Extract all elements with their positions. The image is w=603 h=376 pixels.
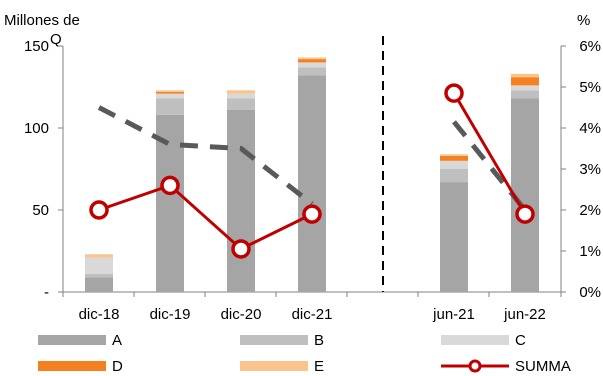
bar-A-dic-18 <box>85 277 113 292</box>
bar-D-dic-19 <box>156 91 184 94</box>
right-tick-label: 4% <box>579 120 601 137</box>
x-tick-label-jun-22: jun-22 <box>503 306 546 323</box>
x-tick-label-dic-18: dic-18 <box>79 306 120 323</box>
legend-label-A: A <box>112 332 122 349</box>
bar-C-jun-22 <box>511 85 539 91</box>
bar-E-dic-18 <box>85 254 113 258</box>
bars <box>85 57 539 293</box>
summa-segment <box>98 183 313 251</box>
bar-C-dic-18 <box>85 257 113 274</box>
legend-swatch-E <box>240 361 308 371</box>
bar-A-dic-21 <box>298 75 326 293</box>
x-tick-label-dic-21: dic-21 <box>292 306 333 323</box>
right-tick-label: 0% <box>579 284 601 301</box>
bar-B-jun-22 <box>511 90 539 99</box>
legend-label-summa: SUMMA <box>515 358 571 375</box>
summa-line <box>89 83 535 259</box>
x-tick-label-jun-21: jun-21 <box>432 306 475 323</box>
bar-E-dic-20 <box>227 90 255 94</box>
trend-segment <box>97 105 314 206</box>
bar-C-dic-21 <box>298 62 326 68</box>
left-tick-label: 100 <box>24 120 49 137</box>
legend-swatch-D <box>38 361 106 371</box>
legend-label-C: C <box>515 332 526 349</box>
left-tick-label: - <box>44 284 49 301</box>
legend-swatch-C <box>441 335 509 345</box>
left-axis-title-line1: Millones de <box>4 12 80 29</box>
right-tick-label: 6% <box>579 38 601 55</box>
bar-B-jun-21 <box>440 169 468 183</box>
bar-A-dic-20 <box>227 109 255 293</box>
legend-swatch-B <box>240 335 308 345</box>
summa-point-jun-22 <box>515 204 535 224</box>
left-axis-title-line2: Q <box>50 31 62 48</box>
bar-C-dic-20 <box>227 93 255 99</box>
bar-D-jun-22 <box>511 77 539 86</box>
summa-point-dic-19 <box>160 175 180 196</box>
x-tick-labels: dic-18 dic-19 dic-20 dic-21 jun-21 jun-22 <box>79 306 546 323</box>
right-tick-label: 5% <box>579 79 601 96</box>
axes: - 50 100 150 0% 1% 2% 3% 4% 5% 6% <box>24 36 601 301</box>
bar-E-jun-22 <box>511 73 539 78</box>
legend-label-E: E <box>314 358 324 375</box>
legend-swatch-A <box>38 335 106 345</box>
right-tick-label: 1% <box>579 243 601 260</box>
bar-B-dic-21 <box>298 67 326 76</box>
summa-point-jun-21 <box>444 83 464 103</box>
right-axis-title: % <box>577 12 590 29</box>
bar-B-dic-19 <box>156 98 184 115</box>
bar-E-jun-21 <box>440 154 468 156</box>
bar-D-dic-21 <box>298 59 326 63</box>
bar-A-dic-19 <box>156 114 184 292</box>
bar-B-dic-18 <box>85 273 113 278</box>
summa-point-dic-18 <box>89 200 109 220</box>
bar-E-dic-19 <box>156 90 184 92</box>
x-tick-label-dic-20: dic-20 <box>221 306 262 323</box>
left-tick-label: 50 <box>32 202 49 219</box>
bar-E-dic-21 <box>298 57 326 60</box>
x-tick-label-dic-19: dic-19 <box>150 306 191 323</box>
bar-C-dic-19 <box>156 93 184 99</box>
right-tick-label: 2% <box>579 202 601 219</box>
bar-D-jun-21 <box>440 155 468 161</box>
bar-B-dic-20 <box>227 98 255 110</box>
summa-segment <box>452 92 527 215</box>
left-tick-label: 150 <box>24 38 49 55</box>
legend-label-D: D <box>112 358 123 375</box>
summa-point-dic-21 <box>302 204 322 224</box>
legend-swatch-summa-marker <box>468 359 482 373</box>
legend: A B C D E SUMMA <box>38 332 571 375</box>
bar-C-jun-21 <box>440 160 468 169</box>
bar-A-jun-21 <box>440 182 468 292</box>
legend-label-B: B <box>314 332 324 349</box>
right-tick-label: 3% <box>579 161 601 178</box>
summa-point-dic-20 <box>231 239 251 259</box>
